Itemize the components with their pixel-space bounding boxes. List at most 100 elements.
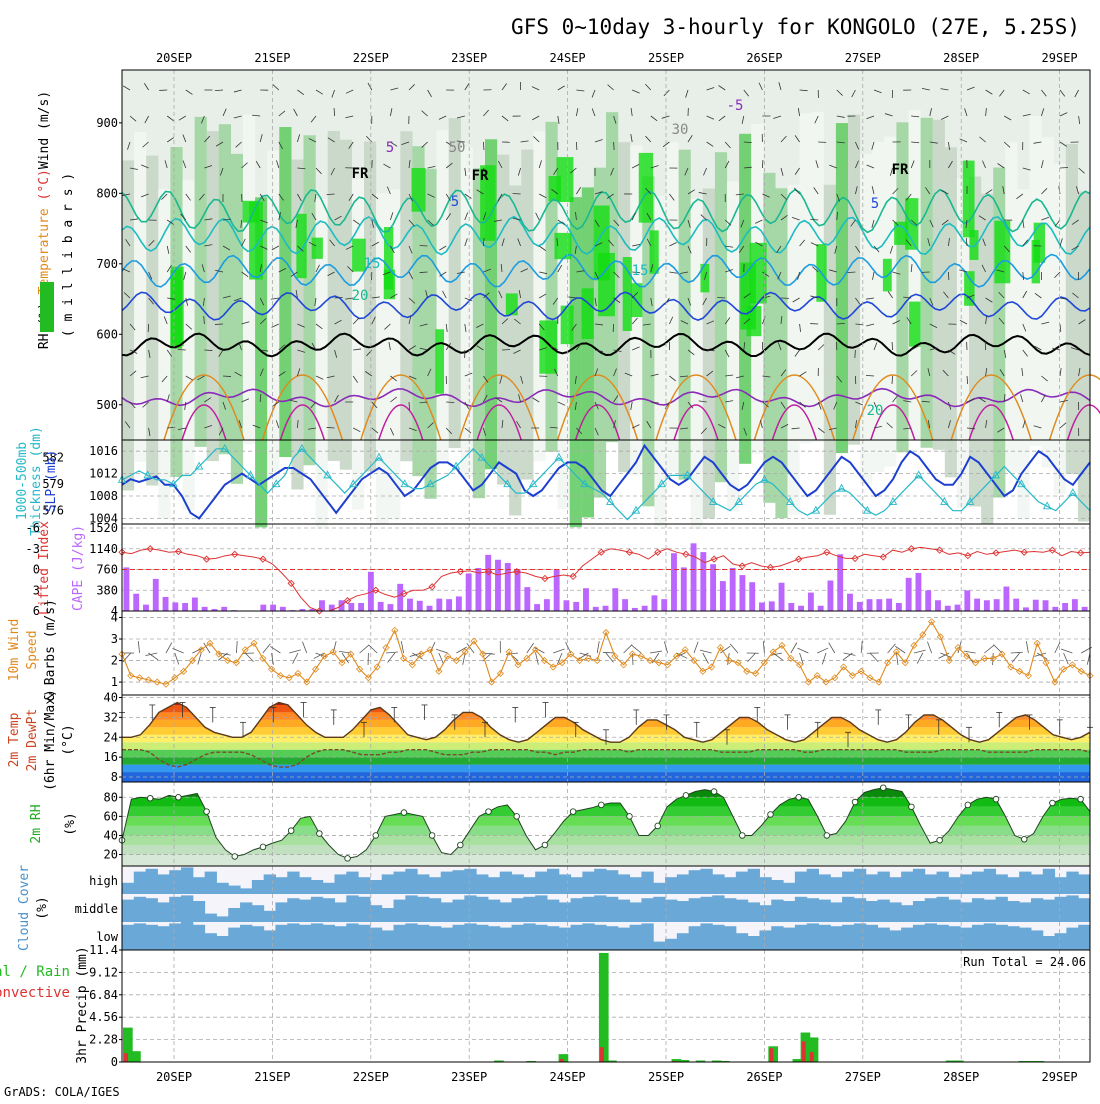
date-label-bottom: 26SEP <box>746 1070 782 1084</box>
cloud-high-cell <box>216 883 228 894</box>
cloud-high-cell <box>913 869 925 894</box>
rh-shade <box>570 197 582 527</box>
cloud-middle-cell <box>996 897 1008 922</box>
precip-convective-bar <box>600 1047 604 1062</box>
rh-point <box>514 814 520 820</box>
cape-bar <box>612 588 618 611</box>
cloud-high-cell <box>134 872 146 894</box>
cape-bar <box>534 604 540 611</box>
rh-point <box>880 785 886 791</box>
cloud-middle-cell <box>394 900 406 922</box>
precip-convective-bar <box>124 1053 128 1062</box>
cloud-high-cell <box>618 874 630 894</box>
temp-ytick: 8 <box>111 770 118 784</box>
cape-bar <box>1043 600 1049 611</box>
cape-bar <box>857 602 863 611</box>
rh-point <box>1050 800 1056 806</box>
wind-barb <box>513 193 521 194</box>
slp-ytick: 1008 <box>89 489 118 503</box>
cloud-low-cell <box>193 925 205 950</box>
cloud-low-cell <box>169 923 181 950</box>
rh-point <box>768 812 774 818</box>
cloud-high-cell <box>689 870 701 894</box>
precip-convective-bar <box>802 1041 806 1062</box>
cloud-middle-cell <box>984 900 996 922</box>
cape-ylabel: CAPE (J/kg) <box>71 525 86 611</box>
rh-shade <box>231 154 243 484</box>
cloud-low-cell <box>866 925 878 950</box>
rh-high-patch <box>435 329 444 393</box>
cloud-low-cell <box>323 925 335 950</box>
cloud-middle-cell <box>464 895 476 922</box>
cape-bar <box>1062 603 1068 611</box>
cloud-low-cell <box>205 933 217 950</box>
rh-point <box>373 833 379 839</box>
precip-ytick: 11.4 <box>89 943 118 957</box>
cloud-low-cell <box>146 925 158 950</box>
cloud-low-cell <box>394 925 406 950</box>
cloud-low-cell <box>122 925 134 950</box>
rh-high-patch <box>549 176 561 201</box>
cloud-middle-cell <box>1043 900 1055 922</box>
cloud-high-cell <box>122 883 134 894</box>
cloud-high-cell <box>748 869 760 894</box>
rh-point <box>683 793 689 799</box>
rh-shade <box>267 150 279 480</box>
cape-bar <box>788 603 794 611</box>
cloud-high-cell <box>818 874 830 894</box>
cloud-high-cell <box>736 872 748 894</box>
cape-bar <box>143 605 149 611</box>
cloud-high-cell <box>996 874 1008 894</box>
cloud-high-cell <box>854 869 866 894</box>
rh-high-patch <box>312 238 323 259</box>
cloud-low-cell <box>606 926 618 950</box>
date-label-bottom: 27SEP <box>845 1070 881 1084</box>
rh-point <box>401 810 407 816</box>
cloud-high-cell <box>1019 872 1031 894</box>
cloud-high-cell <box>1043 869 1055 894</box>
cloud-middle-cell <box>559 902 571 922</box>
cloud-low-cell <box>523 923 535 950</box>
cape-bar <box>192 598 198 611</box>
cape-bar <box>720 581 726 611</box>
cloud-ylabel-units: (%) <box>35 896 50 919</box>
cape-bar <box>417 601 423 611</box>
cloud-low-cell <box>476 925 488 950</box>
cloud-high-cell <box>559 874 571 894</box>
cloud-low-cell <box>700 923 712 950</box>
cape-bar <box>436 599 442 611</box>
cape-bar <box>955 605 961 611</box>
rh-point <box>317 831 323 837</box>
temp-band <box>122 757 1090 764</box>
cloud-low-cell <box>240 925 252 950</box>
cloud-middle-cell <box>901 905 913 922</box>
cloud-low-cell <box>665 939 677 950</box>
precip-ylabel: 3hr Precip (mm) <box>75 946 90 1063</box>
cloud-middle-cell <box>1066 895 1078 922</box>
cloud-low-cell <box>653 942 665 950</box>
temp-ylabel-4: (°C) <box>61 724 76 755</box>
cloud-high-cell <box>193 877 205 894</box>
cloud-middle-cell <box>228 908 240 922</box>
date-label-bottom: 25SEP <box>648 1070 684 1084</box>
cloud-low-cell <box>889 930 901 950</box>
cloud-high-cell <box>205 872 217 894</box>
precip-ytick: 0 <box>111 1055 118 1069</box>
rh-ylabel: 2m RH <box>29 804 44 843</box>
cloud-high-cell <box>264 874 276 894</box>
cloud-low-cell <box>382 930 394 950</box>
cape-bar <box>495 560 501 611</box>
cape-bar <box>867 599 873 611</box>
wind-ytick: 1 <box>111 675 118 689</box>
rh-point <box>655 823 661 829</box>
cloud-middle-cell <box>547 900 559 922</box>
cloud-low-cell <box>712 925 724 950</box>
cape-bar <box>945 606 951 611</box>
cloud-low-cell <box>913 925 925 950</box>
cloud-low-cell <box>771 926 783 950</box>
cloud-low-cell <box>960 928 972 950</box>
cloud-low-cell <box>677 933 689 950</box>
cloud-low-cell <box>948 926 960 950</box>
cloud-high-cell <box>547 869 559 894</box>
